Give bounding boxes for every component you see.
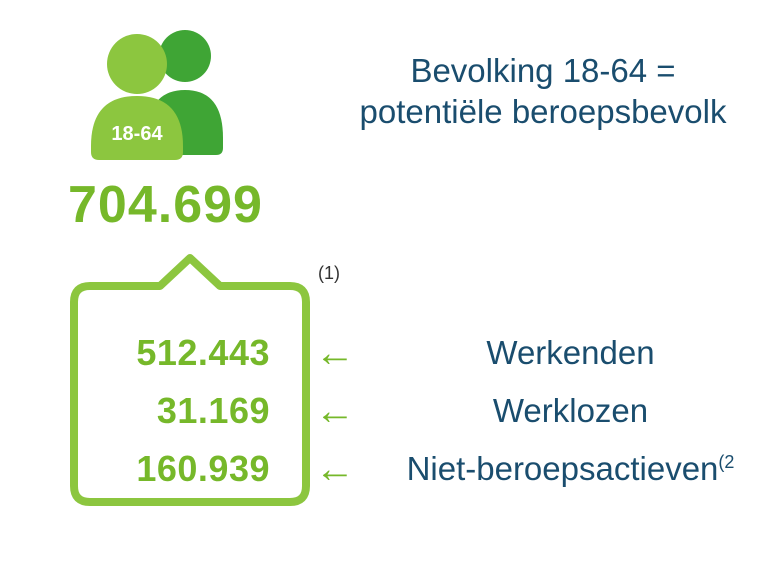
title-line1: Bevolking 18-64 = [320,50,766,91]
breakdown-value: 512.443 [70,332,295,374]
total-population: 704.699 [68,175,263,235]
breakdown-rows: 512.443 ← Werkenden 31.169 ← Werklozen 1… [70,324,766,498]
title-line2: potentiële beroepsbevolk [320,91,766,132]
breakdown-value: 160.939 [70,448,295,490]
arrow-left-icon: ← [295,389,375,434]
breakdown-row: 31.169 ← Werklozen [70,382,766,440]
breakdown-label: Werkenden [375,334,766,372]
arrow-left-icon: ← [295,447,375,492]
icon-badge-label: 18-64 [111,123,163,145]
footnote-marker: (1) [318,263,340,284]
breakdown-label: Niet-beroepsactieven(2 [375,450,766,488]
people-icon: 18-64 [75,20,245,160]
breakdown-value: 31.169 [70,390,295,432]
breakdown-label: Werklozen [375,392,766,430]
arrow-left-icon: ← [295,331,375,376]
breakdown-row: 512.443 ← Werkenden [70,324,766,382]
breakdown-row: 160.939 ← Niet-beroepsactieven(2 [70,440,766,498]
title: Bevolking 18-64 = potentiële beroepsbevo… [320,50,766,133]
